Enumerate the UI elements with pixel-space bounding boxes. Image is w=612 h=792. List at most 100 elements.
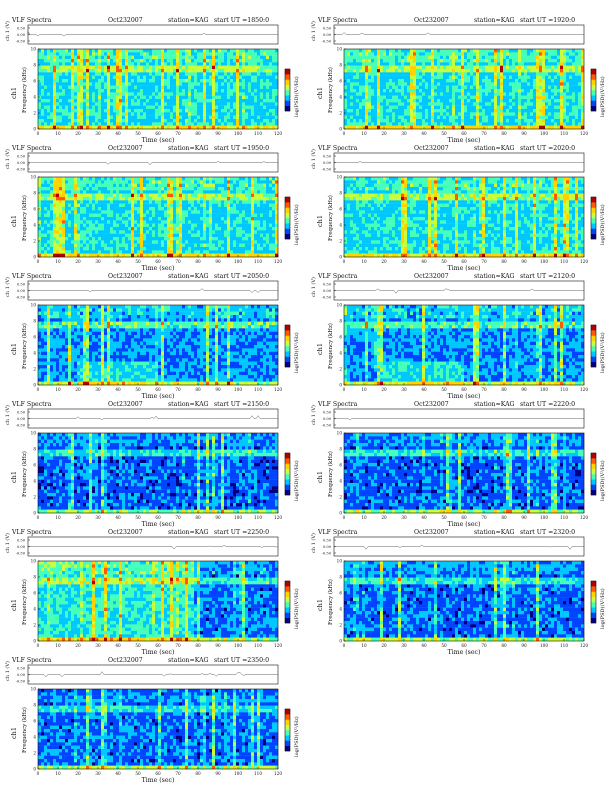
spectrogram-cell bbox=[104, 213, 108, 218]
spectrogram-cell bbox=[404, 62, 408, 66]
spectrogram-cell bbox=[209, 85, 213, 90]
spectrogram-cell bbox=[83, 177, 87, 181]
spectrogram-cell bbox=[137, 122, 141, 126]
spectrogram-cell bbox=[455, 92, 459, 96]
spectrogram-cell bbox=[125, 92, 129, 96]
spectrogram-cell bbox=[407, 59, 411, 63]
spectrogram-cell bbox=[155, 253, 159, 258]
spectrogram-cell bbox=[128, 122, 132, 126]
spectrogram-cell bbox=[236, 85, 240, 90]
spectrogram-cell bbox=[146, 250, 150, 254]
spectrogram-cell bbox=[50, 247, 54, 251]
spectrogram-cell bbox=[224, 55, 228, 60]
spectrogram-cell bbox=[398, 99, 402, 103]
spectrogram-cell bbox=[98, 75, 102, 80]
spectrogram-cell bbox=[110, 240, 114, 244]
spectrogram-cell bbox=[389, 92, 393, 96]
spectrogram-cell bbox=[515, 115, 519, 120]
spectrogram-cell bbox=[260, 122, 264, 126]
spectrogram-cell bbox=[155, 59, 159, 63]
spectrogram-cell bbox=[59, 59, 63, 63]
spectrogram-cell bbox=[434, 112, 438, 116]
spectrogram-cell bbox=[155, 233, 159, 238]
spectrogram-cell bbox=[566, 55, 570, 60]
spectrogram-cell bbox=[128, 125, 132, 130]
spectrogram-cell bbox=[269, 109, 273, 113]
spectrogram-cell bbox=[122, 240, 126, 244]
spectrogram-cell bbox=[98, 102, 102, 106]
spectrogram-cell bbox=[575, 115, 579, 120]
spectrogram-cell bbox=[107, 227, 111, 231]
spectrogram-cell bbox=[227, 72, 231, 76]
spectrogram-cell bbox=[485, 92, 489, 96]
spectrogram-cell bbox=[38, 227, 42, 231]
spectrogram-cell bbox=[575, 82, 579, 86]
spectrogram-cell bbox=[371, 69, 375, 73]
spectrogram-cell bbox=[119, 243, 123, 248]
spectrogram-cell bbox=[221, 115, 225, 120]
spectrogram-cell bbox=[74, 177, 78, 181]
spectrogram-cell bbox=[434, 79, 438, 83]
spectrogram-cell bbox=[125, 112, 129, 116]
spectrogram-cell bbox=[122, 105, 126, 110]
spectrogram-cell bbox=[242, 59, 246, 63]
spectrogram-cell bbox=[482, 95, 486, 100]
spectrogram-cell bbox=[203, 99, 207, 103]
spectrogram-cell bbox=[488, 99, 492, 103]
spectrogram-cell bbox=[53, 190, 57, 194]
spectrogram-cell bbox=[392, 82, 396, 86]
spectrogram-cell bbox=[116, 82, 120, 86]
spectrogram-cell bbox=[452, 122, 456, 126]
spectrogram-cell bbox=[551, 125, 555, 130]
spectrogram-cell bbox=[422, 125, 426, 130]
spectrogram-cell bbox=[476, 85, 480, 90]
spectrogram-cell bbox=[380, 89, 384, 93]
spectrogram-cell bbox=[47, 213, 51, 218]
spectrogram-cell bbox=[365, 102, 369, 106]
spectrogram-cell bbox=[221, 62, 225, 66]
spectrogram-cell bbox=[161, 227, 165, 231]
spectrogram-cell bbox=[164, 102, 168, 106]
spectrogram-cell bbox=[440, 119, 444, 123]
spectrogram-cell bbox=[47, 233, 51, 238]
spectrogram-cell bbox=[149, 190, 153, 194]
spectrogram-cell bbox=[263, 95, 267, 100]
spectrogram-cell bbox=[515, 112, 519, 116]
spectrogram-cell bbox=[386, 102, 390, 106]
spectrogram-cell bbox=[137, 183, 141, 188]
spectrogram-cell bbox=[131, 197, 135, 201]
spectrogram-cell bbox=[236, 62, 240, 66]
spectrogram-cell bbox=[146, 243, 150, 248]
spectrogram-cell bbox=[191, 119, 195, 123]
spectrogram-cell bbox=[62, 177, 66, 181]
spectrogram-cell bbox=[242, 95, 246, 100]
spectrogram-cell bbox=[578, 105, 582, 110]
spectrogram-cell bbox=[68, 180, 72, 184]
spectrogram-cell bbox=[242, 72, 246, 76]
spectrogram-cell bbox=[47, 253, 51, 258]
spectrogram-cell bbox=[95, 82, 99, 86]
spectrogram-cell bbox=[497, 92, 501, 96]
spectrogram-cell bbox=[92, 85, 96, 90]
spectrogram-cell bbox=[101, 105, 105, 110]
spectrogram-cell bbox=[473, 102, 477, 106]
spectrogram-cell bbox=[128, 52, 132, 56]
spectrogram-cell bbox=[524, 55, 528, 60]
spectrogram-cell bbox=[551, 105, 555, 110]
spectrogram-cell bbox=[47, 75, 51, 80]
spectrogram-cell bbox=[554, 95, 558, 100]
spectrogram-cell bbox=[98, 213, 102, 218]
spectrogram-cell bbox=[521, 99, 525, 103]
spectrogram-cell bbox=[191, 85, 195, 90]
spectrogram-cell bbox=[56, 92, 60, 96]
spectrogram-cell bbox=[224, 65, 228, 70]
spectrogram-cell bbox=[56, 183, 60, 188]
freq-tick-label: 4 bbox=[339, 95, 342, 100]
spectrogram-cell bbox=[377, 99, 381, 103]
spectrogram-cell bbox=[197, 115, 201, 120]
spectrogram-cell bbox=[512, 92, 516, 96]
spectrogram-cell bbox=[362, 125, 366, 130]
spectrogram-cell bbox=[461, 55, 465, 60]
spectrogram-cell bbox=[62, 200, 66, 204]
spectrogram-cell bbox=[428, 82, 432, 86]
